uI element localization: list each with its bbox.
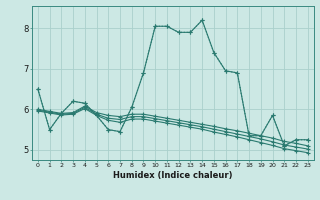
X-axis label: Humidex (Indice chaleur): Humidex (Indice chaleur) bbox=[113, 171, 233, 180]
